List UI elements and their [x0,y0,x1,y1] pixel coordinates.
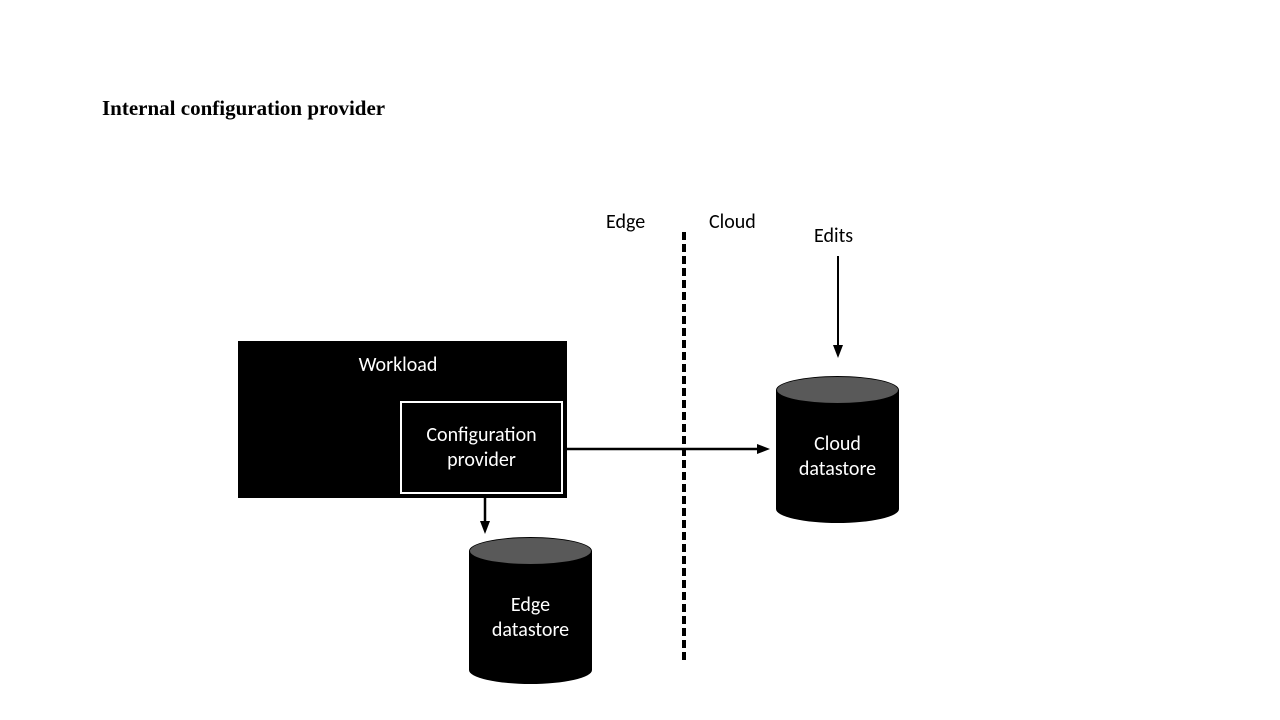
edge-datastore-label: Edge datastore [469,593,592,643]
edge-datastore-label-line1: Edge [469,593,592,618]
cloud-datastore-label: Cloud datastore [776,432,899,482]
edge-region-label: Edge [606,210,645,234]
edge-datastore-label-line2: datastore [469,618,592,643]
edge-datastore-cylinder: Edge datastore [469,537,592,684]
cloud-datastore-cylinder: Cloud datastore [776,376,899,523]
config-provider-box: Configuration provider [400,401,563,494]
config-provider-label-line1: Configuration [426,423,536,448]
diagram-title: Internal configuration provider [102,96,385,121]
cloud-datastore-label-line2: datastore [776,457,899,482]
cylinder-top [776,376,899,404]
arrow-config-to-edgedb [469,482,501,550]
config-provider-label-line2: provider [447,448,516,473]
cloud-datastore-label-line1: Cloud [776,432,899,457]
cloud-region-label: Cloud [709,210,756,234]
arrow-config-to-cloud [551,433,786,465]
arrow-edits-to-cloud [822,240,854,374]
workload-label: Workload [359,353,438,377]
